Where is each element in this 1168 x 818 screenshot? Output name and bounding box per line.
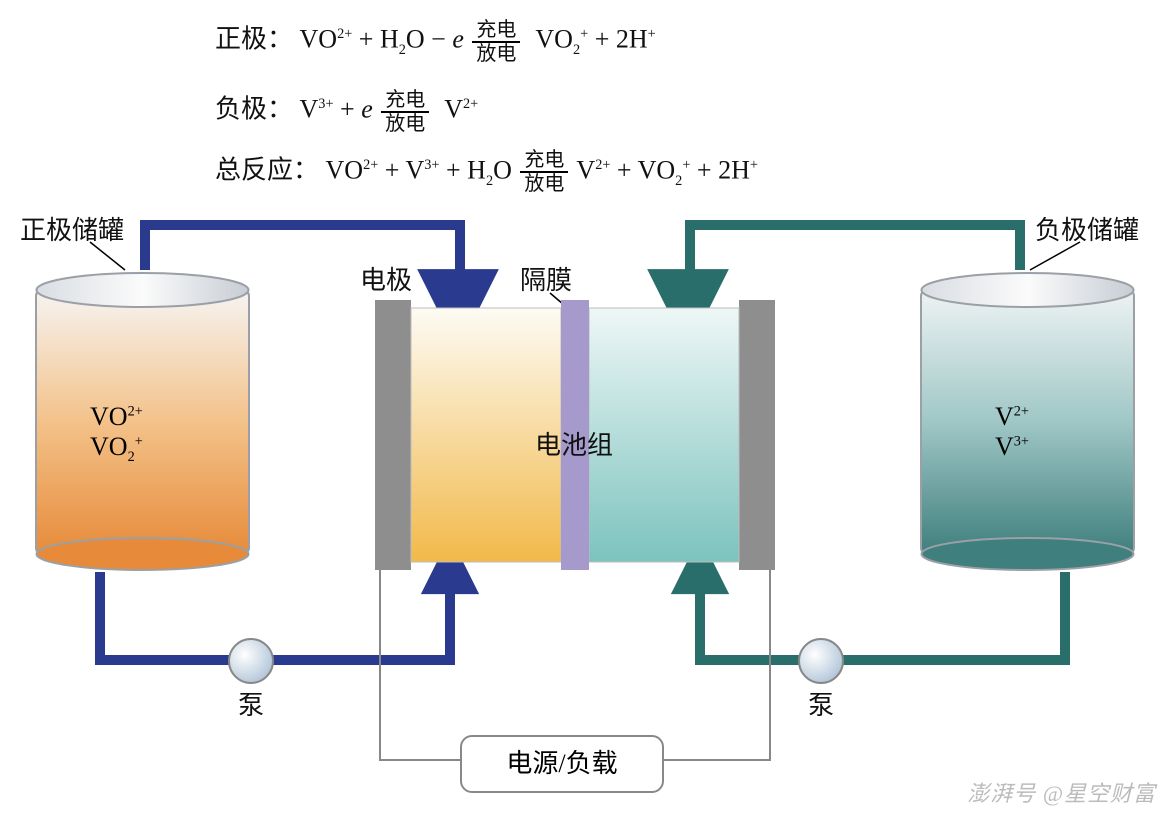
positive-tank: VO2+ VO2+ — [35, 272, 250, 572]
label-pump-right: 泵 — [808, 685, 834, 722]
neg-species: V2+ V3+ — [995, 402, 1029, 462]
pump-left-icon — [228, 638, 274, 684]
cell-stack: 电池组 — [375, 300, 775, 575]
pos-species: VO2+ VO2+ — [90, 402, 143, 466]
pump-right-icon — [798, 638, 844, 684]
diagram-stage: 正极： VO2+ + H2O − e 充电放电 VO2+ + 2H+ 负极： V… — [0, 0, 1168, 818]
label-pump-left: 泵 — [238, 685, 264, 722]
negative-tank: V2+ V3+ — [920, 272, 1135, 572]
label-cell-stack: 电池组 — [535, 425, 613, 462]
source-load-box: 电源/负载 — [460, 735, 664, 793]
watermark: 澎湃号 @星空财富 — [967, 776, 1156, 808]
